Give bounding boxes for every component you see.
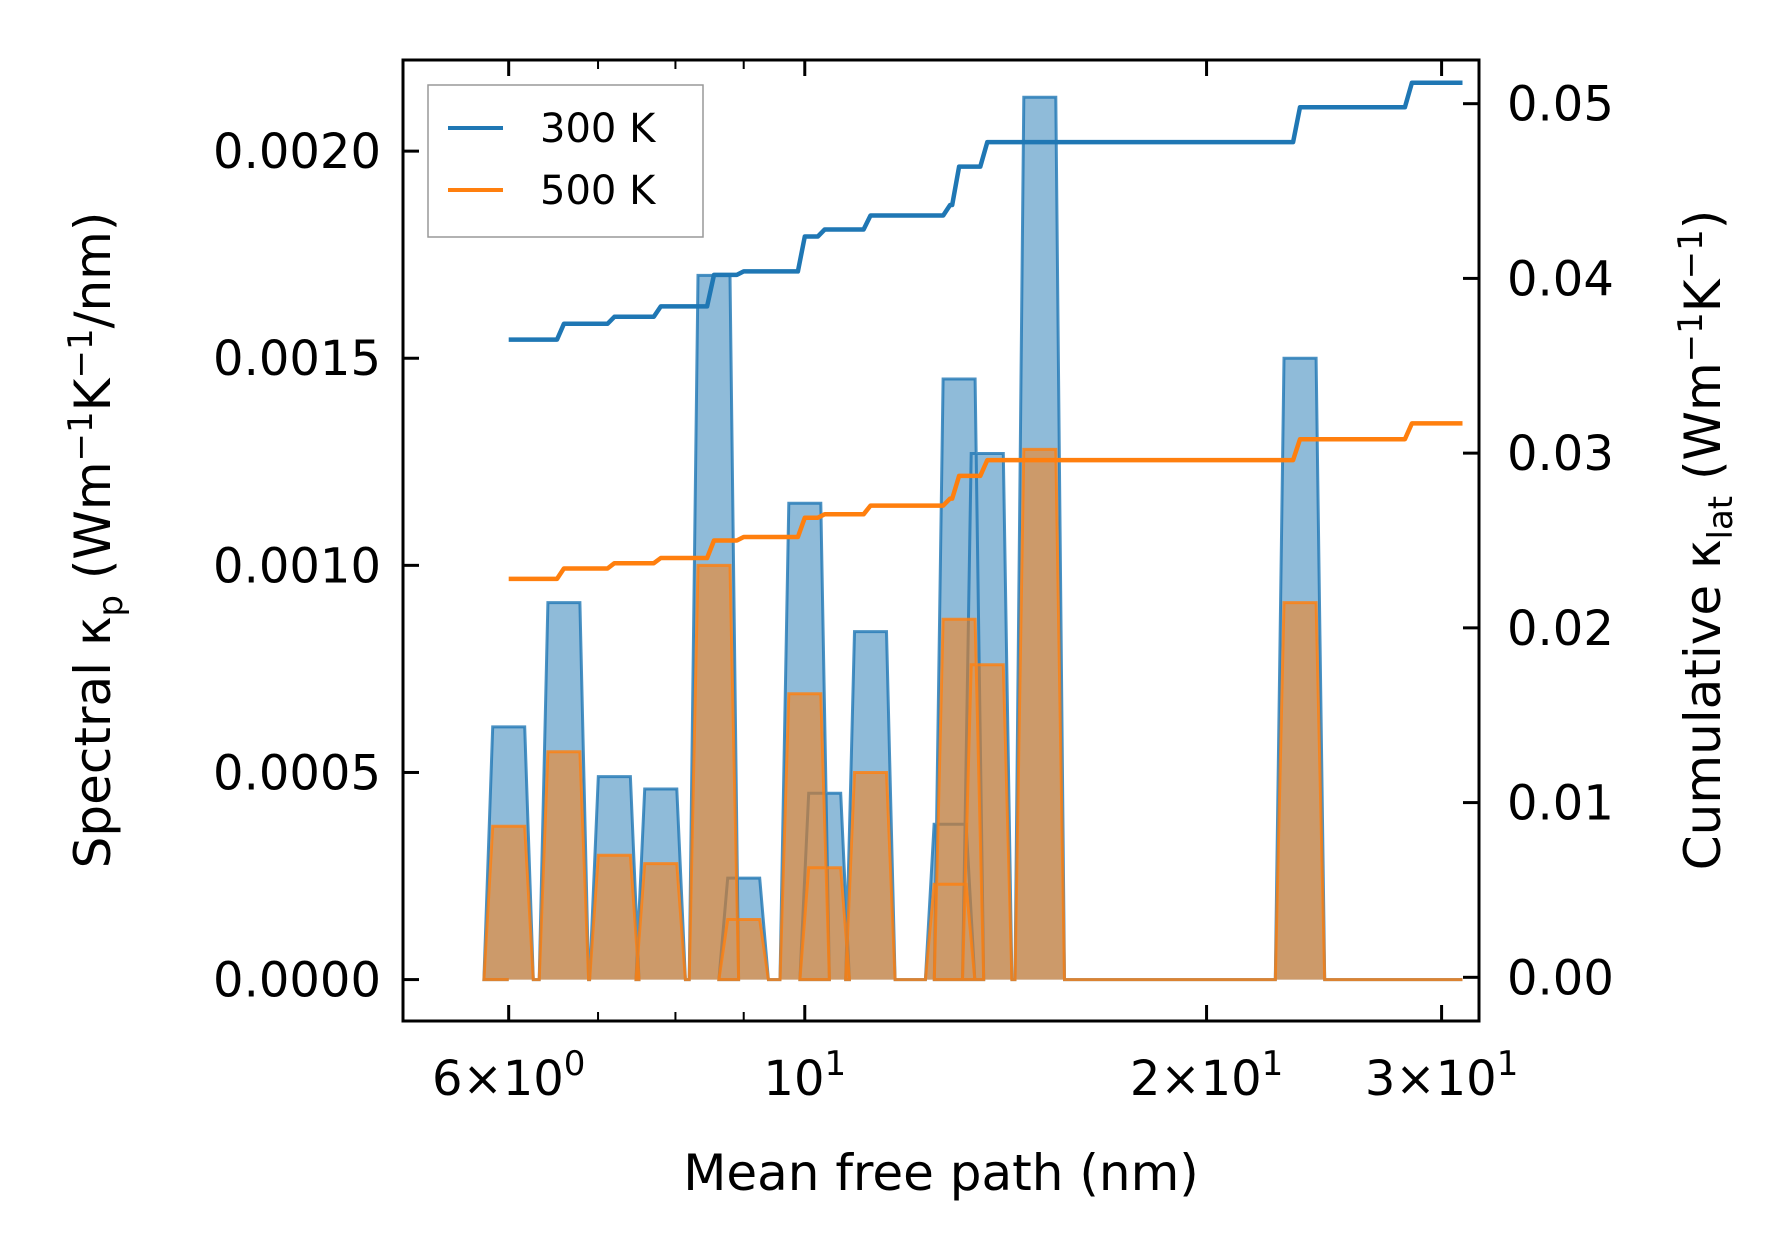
cumulative-line-300k <box>508 80 1463 342</box>
plot-frame <box>401 58 1481 1023</box>
legend-box <box>427 84 704 238</box>
y-right-tick-label: 0.00 <box>1507 950 1614 1006</box>
x-tick-label: 6×100 <box>432 1044 585 1107</box>
right-axis-label: Cumulative κlat (Wm−1K−1) <box>1671 210 1741 870</box>
left-axis-label: Spectral κp (Wm−1K−1/nm) <box>61 212 131 869</box>
legend-label-300k: 300 K <box>540 106 657 152</box>
legend-label-500k: 500 K <box>540 168 657 214</box>
x-tick-label: 3×101 <box>1365 1044 1518 1107</box>
spectral-500k-fill <box>483 449 1463 980</box>
x-tick-label: 101 <box>763 1044 846 1107</box>
series-line-layer <box>508 80 1463 582</box>
label-layer: 6×100 101 2×101 3×101 0.0000 0.0005 0.0010 0.00… <box>213 77 1614 1107</box>
y-right-tick-label: 0.05 <box>1507 77 1614 133</box>
y-right-tick-label: 0.01 <box>1507 776 1614 832</box>
y-left-tick-label: 0.0000 <box>213 953 381 1009</box>
y-left-tick-label: 0.0010 <box>213 538 381 594</box>
x-axis-label: Mean free path (nm) <box>683 1144 1199 1202</box>
cumulative-line-500k <box>508 421 1463 582</box>
spectral-500k-line <box>482 447 1463 982</box>
spectral-fill-layer <box>482 95 1463 982</box>
y-left-tick-label: 0.0020 <box>213 124 381 180</box>
x-tick-label: 2×101 <box>1130 1044 1283 1107</box>
legend: 300 K 500 K <box>427 84 704 238</box>
y-right-tick-label: 0.03 <box>1507 426 1614 482</box>
y-right-tick-label: 0.04 <box>1507 251 1614 307</box>
y-left-tick-label: 0.0005 <box>213 745 381 801</box>
y-left-tick-label: 0.0015 <box>213 331 381 387</box>
y-right-tick-label: 0.02 <box>1507 601 1614 657</box>
tick-layer <box>402 60 1479 1021</box>
